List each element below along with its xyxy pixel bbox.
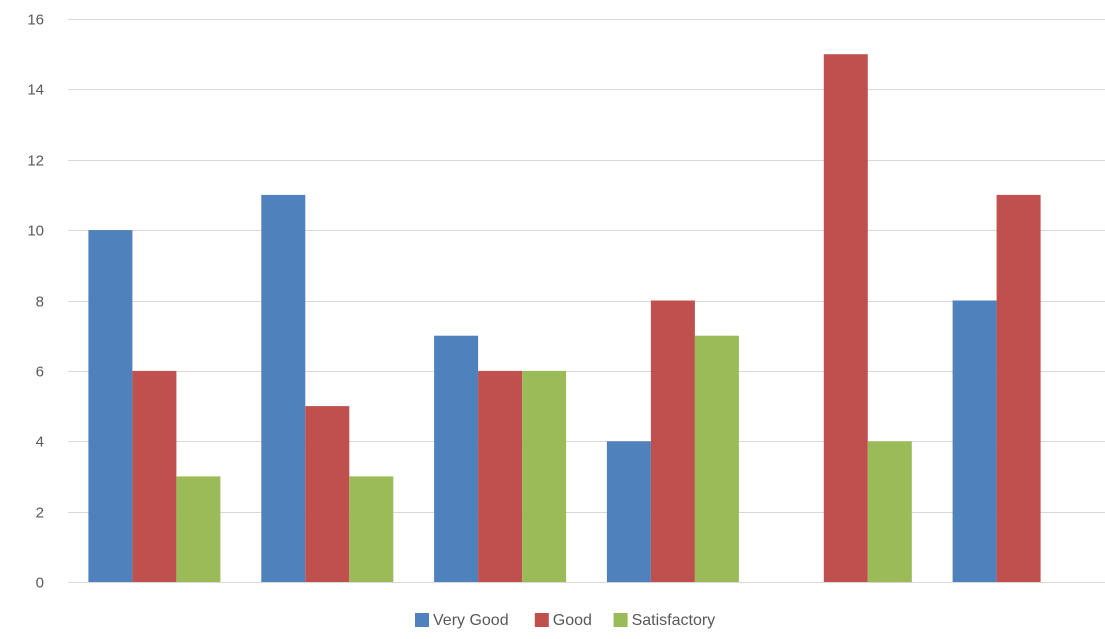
bar-good-2 xyxy=(305,406,350,582)
y-axis-tick-labels: 0 2 4 6 8 10 12 14 16 xyxy=(27,12,44,592)
legend-item-good: Good xyxy=(534,612,592,629)
bar-good-3 xyxy=(478,370,523,582)
bar-good-5 xyxy=(823,54,868,582)
bar-very-good-3 xyxy=(434,335,479,582)
bar-satisfactory-2 xyxy=(349,476,394,582)
legend: Very Good Good Satisfactory xyxy=(415,612,715,629)
bar-good-4 xyxy=(650,300,695,582)
y-tick-label: 0 xyxy=(36,575,44,592)
gridlines xyxy=(68,19,1105,583)
bar-very-good-4 xyxy=(606,441,651,583)
legend-label: Good xyxy=(553,612,592,629)
legend-label: Satisfactory xyxy=(632,612,716,629)
y-tick-label: 14 xyxy=(27,82,44,99)
y-tick-label: 12 xyxy=(27,153,44,170)
bar-satisfactory-1 xyxy=(176,476,221,582)
legend-item-satisfactory: Satisfactory xyxy=(613,612,716,629)
y-tick-label: 2 xyxy=(36,505,44,522)
bar-satisfactory-5 xyxy=(867,441,912,583)
y-tick-label: 4 xyxy=(36,434,44,451)
bar-very-good-1 xyxy=(88,230,133,582)
bar-good-1 xyxy=(132,370,177,582)
legend-item-very-good: Very Good xyxy=(415,612,509,629)
legend-swatch xyxy=(534,613,549,627)
bar-very-good-6 xyxy=(952,300,997,582)
y-tick-label: 16 xyxy=(27,12,44,29)
legend-label: Very Good xyxy=(433,612,509,629)
y-tick-label: 8 xyxy=(36,294,44,311)
bar-good-6 xyxy=(996,194,1041,582)
bar-satisfactory-4 xyxy=(694,335,739,582)
bars xyxy=(88,54,1041,583)
legend-swatch xyxy=(613,613,628,627)
bar-very-good-2 xyxy=(261,194,306,582)
bar-satisfactory-3 xyxy=(522,370,567,582)
legend-swatch xyxy=(415,613,429,627)
y-tick-label: 6 xyxy=(36,364,44,381)
y-tick-label: 10 xyxy=(27,223,44,240)
